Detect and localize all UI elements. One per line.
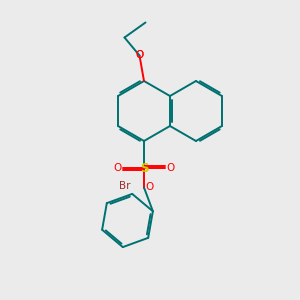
Text: S: S <box>140 161 148 175</box>
Text: O: O <box>145 182 154 193</box>
Text: O: O <box>113 163 122 173</box>
Text: O: O <box>166 163 175 173</box>
Text: O: O <box>135 50 144 61</box>
Text: O: O <box>135 50 144 61</box>
Text: Br: Br <box>119 181 131 191</box>
